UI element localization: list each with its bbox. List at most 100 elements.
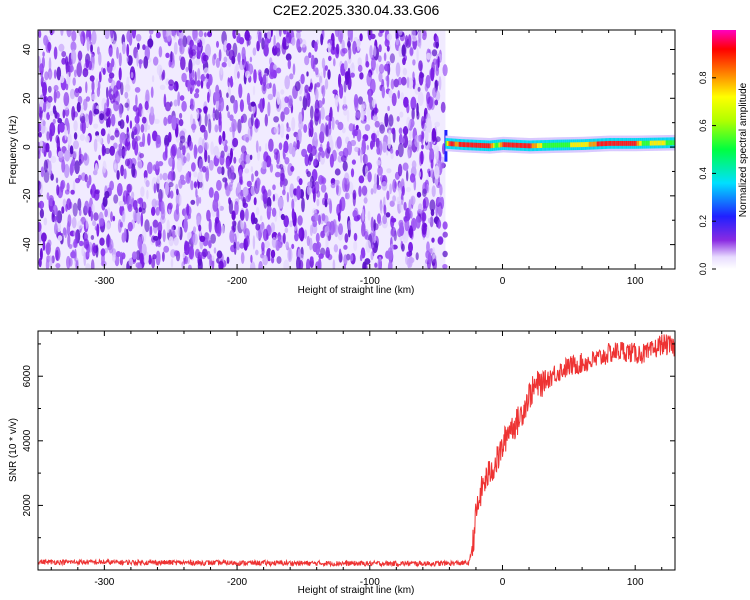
noise-speckle bbox=[347, 220, 352, 231]
noise-speckle bbox=[170, 145, 176, 160]
noise-speckle bbox=[334, 168, 341, 176]
noise-speckle bbox=[155, 31, 161, 39]
signal-band-core bbox=[667, 140, 669, 146]
noise-speckle bbox=[55, 90, 61, 99]
noise-speckle bbox=[361, 138, 366, 154]
noise-speckle bbox=[135, 250, 141, 261]
noise-speckle bbox=[284, 157, 290, 165]
noise-speckle bbox=[350, 72, 355, 78]
noise-speckle bbox=[426, 241, 430, 253]
noise-speckle bbox=[204, 113, 208, 127]
noise-speckle bbox=[143, 170, 148, 180]
spectrogram-plot-frame bbox=[37, 29, 676, 270]
noise-speckle bbox=[72, 202, 78, 217]
noise-speckle bbox=[135, 136, 138, 144]
noise-speckle bbox=[55, 207, 58, 217]
noise-speckle bbox=[427, 252, 432, 264]
noise-speckle bbox=[99, 113, 104, 121]
noise-speckle bbox=[293, 196, 298, 202]
noise-speckle bbox=[44, 71, 49, 81]
noise-speckle bbox=[171, 30, 176, 37]
noise-speckle bbox=[141, 208, 146, 214]
noise-speckle bbox=[120, 82, 124, 96]
noise-speckle bbox=[151, 75, 155, 83]
noise-speckle bbox=[393, 78, 400, 88]
noise-speckle bbox=[366, 72, 373, 87]
noise-speckle bbox=[353, 240, 358, 252]
noise-speckle bbox=[403, 96, 409, 108]
noise-speckle bbox=[420, 116, 425, 129]
noise-speckle bbox=[272, 83, 277, 98]
noise-speckle bbox=[418, 171, 422, 178]
noise-speckle bbox=[116, 46, 119, 60]
signal-band-core bbox=[570, 142, 572, 148]
noise-speckle bbox=[417, 203, 423, 214]
noise-speckle bbox=[277, 196, 284, 209]
noise-speckle bbox=[275, 42, 281, 53]
noise-speckle bbox=[310, 145, 317, 157]
noise-speckle bbox=[267, 101, 271, 117]
signal-band-core bbox=[509, 142, 511, 148]
noise-speckle bbox=[190, 113, 193, 126]
noise-speckle bbox=[275, 30, 280, 40]
signal-band-core bbox=[633, 140, 636, 146]
noise-speckle bbox=[153, 56, 159, 66]
noise-speckle bbox=[195, 58, 201, 66]
noise-speckle bbox=[72, 150, 78, 159]
noise-speckle bbox=[432, 258, 437, 269]
x-tick-label: -100 bbox=[360, 577, 380, 588]
noise-speckle bbox=[190, 49, 197, 56]
noise-speckle bbox=[299, 96, 302, 102]
noise-speckle bbox=[303, 124, 308, 133]
noise-speckle bbox=[46, 192, 50, 201]
noise-speckle bbox=[412, 71, 415, 81]
signal-band-core bbox=[591, 141, 594, 147]
noise-speckle bbox=[148, 30, 154, 35]
noise-speckle bbox=[216, 250, 223, 259]
noise-speckle bbox=[397, 76, 402, 86]
noise-speckle bbox=[250, 101, 256, 107]
noise-speckle bbox=[55, 177, 59, 184]
noise-speckle bbox=[285, 241, 290, 249]
signal-band-core bbox=[533, 143, 535, 149]
noise-speckle bbox=[193, 171, 198, 178]
snr-x-axis-label: Height of straight line (km) bbox=[298, 585, 415, 596]
noise-speckle bbox=[238, 158, 242, 164]
noise-speckle bbox=[84, 113, 89, 123]
noise-speckle bbox=[166, 219, 170, 233]
noise-speckle bbox=[408, 225, 414, 239]
noise-speckle bbox=[272, 184, 276, 191]
noise-speckle bbox=[52, 118, 56, 125]
noise-speckle bbox=[179, 140, 183, 151]
noise-speckle bbox=[343, 108, 348, 116]
noise-speckle bbox=[310, 119, 313, 128]
signal-band-core bbox=[595, 141, 598, 147]
noise-speckle bbox=[182, 35, 188, 48]
noise-speckle bbox=[326, 141, 330, 149]
signal-band-core bbox=[599, 141, 601, 147]
noise-speckle bbox=[310, 105, 314, 120]
noise-speckle bbox=[314, 181, 320, 194]
noise-speckle bbox=[38, 229, 43, 243]
noise-speckle bbox=[135, 34, 142, 42]
snr-axis-ticks: -300 -200 -100 0 100 2000 4000 6000 bbox=[22, 331, 675, 588]
noise-speckle bbox=[358, 185, 362, 197]
noise-speckle bbox=[67, 122, 70, 135]
noise-speckle bbox=[142, 44, 146, 51]
signal-band-core bbox=[596, 141, 599, 147]
noise-speckle bbox=[238, 192, 242, 200]
noise-speckle bbox=[144, 219, 150, 233]
signal-band-core bbox=[567, 142, 570, 148]
noise-speckle bbox=[183, 156, 187, 164]
noise-speckle bbox=[193, 144, 198, 159]
noise-speckle bbox=[252, 235, 256, 250]
noise-speckle bbox=[126, 183, 133, 193]
noise-speckle bbox=[386, 33, 392, 41]
noise-speckle bbox=[329, 220, 335, 236]
y-tick-label: -20 bbox=[22, 188, 33, 203]
signal-band-core bbox=[534, 143, 536, 149]
noise-speckle bbox=[431, 185, 436, 198]
noise-speckle bbox=[130, 71, 134, 79]
noise-speckle bbox=[431, 128, 437, 142]
noise-speckle bbox=[67, 133, 72, 146]
